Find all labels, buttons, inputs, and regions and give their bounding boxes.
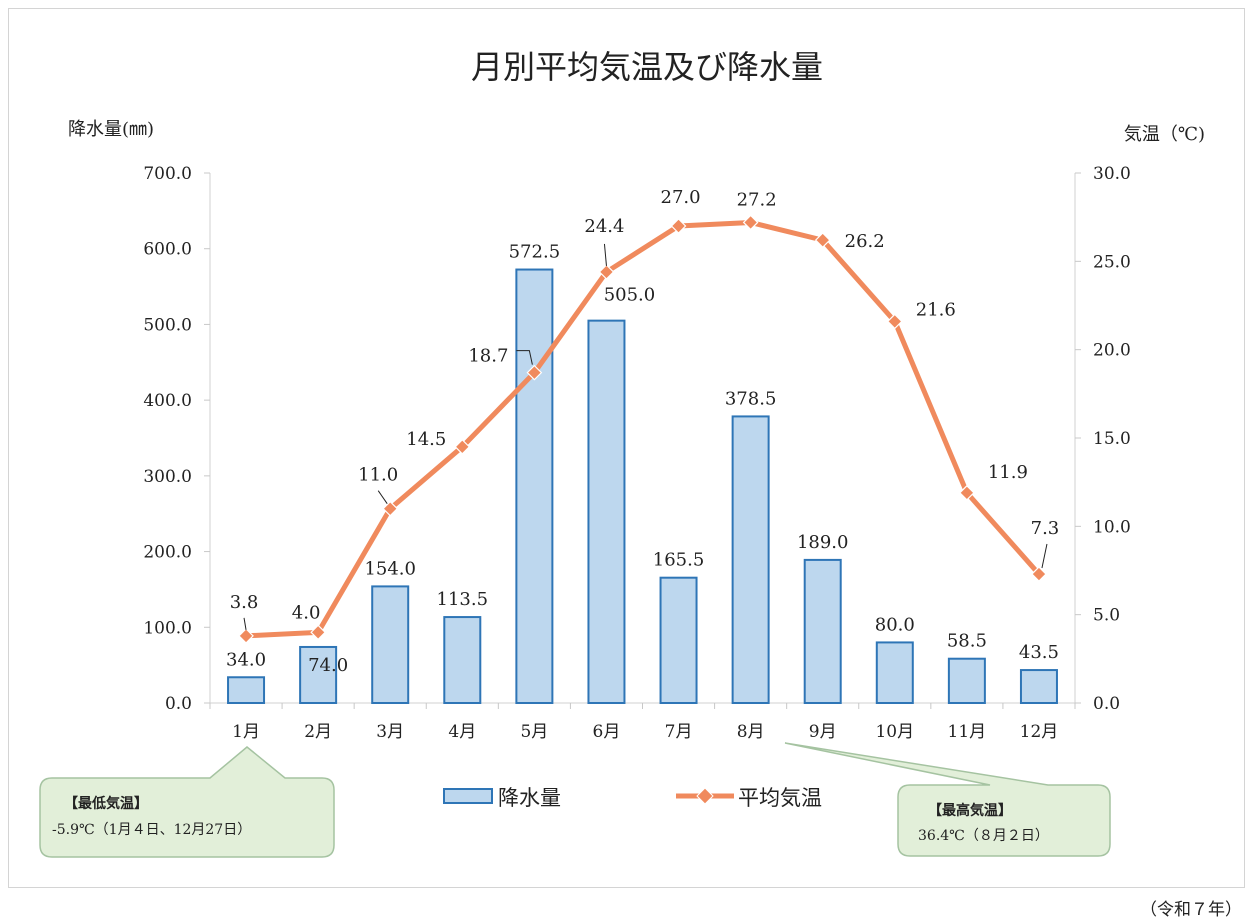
temperature-marker xyxy=(1031,566,1047,582)
legend-label-temp: 平均気温 xyxy=(738,786,822,810)
y-left-tick-label: 100.0 xyxy=(143,618,192,638)
y-right-label: 気温（℃) xyxy=(1124,124,1205,145)
y-left-tick-label: 700.0 xyxy=(143,164,192,184)
legend-swatch-temp-marker xyxy=(696,787,714,805)
temperature-data-label: 27.2 xyxy=(737,189,777,210)
x-tick-label: 5月 xyxy=(520,722,548,742)
bar xyxy=(659,576,698,705)
temperature-marker xyxy=(742,214,759,231)
bar-data-label: 74.0 xyxy=(308,655,348,676)
temperature-marker xyxy=(598,264,615,280)
legend-label-rain: 降水量 xyxy=(498,786,561,810)
temperature-data-label: 7.3 xyxy=(1031,518,1060,539)
y-right-tick-label: 15.0 xyxy=(1093,429,1131,449)
bar xyxy=(443,616,482,704)
temperature-marker xyxy=(526,364,543,381)
bar xyxy=(731,415,770,704)
bar xyxy=(515,268,554,704)
temperature-leader-line xyxy=(1041,543,1048,569)
temperature-data-label: 4.0 xyxy=(292,602,321,623)
bar-data-label: 378.5 xyxy=(725,388,777,409)
temperature-data-label: 18.7 xyxy=(468,346,508,367)
temperature-leader-line xyxy=(377,490,388,504)
temperature-data-label: 24.4 xyxy=(584,216,624,237)
callout-min-title: 【最低気温】 xyxy=(64,795,148,812)
temperature-marker xyxy=(670,218,687,234)
x-tick-label: 6月 xyxy=(593,722,621,742)
y-right-tick-label: 25.0 xyxy=(1093,252,1131,272)
temperature-marker xyxy=(382,500,399,517)
bar xyxy=(227,676,266,704)
x-tick-label: 2月 xyxy=(304,722,332,742)
temperature-marker xyxy=(886,313,903,330)
temperature-data-label: 27.0 xyxy=(661,187,701,208)
temperature-leader-line xyxy=(243,617,247,630)
temperature-data-label: 26.2 xyxy=(845,231,885,252)
y-left-tick-label: 0.0 xyxy=(165,694,192,714)
y-left-tick-label: 600.0 xyxy=(143,240,192,260)
bar xyxy=(803,558,842,705)
x-tick-label: 7月 xyxy=(665,722,693,742)
x-tick-label: 1月 xyxy=(232,722,260,742)
bar-data-label: 43.5 xyxy=(1019,642,1059,663)
temperature-marker xyxy=(454,438,471,455)
temperature-data-label: 11.9 xyxy=(988,462,1028,483)
temperature-marker xyxy=(959,484,975,501)
footer-note: （令和７年） xyxy=(1140,900,1242,920)
y-left-tick-label: 500.0 xyxy=(143,315,192,335)
bar-data-label: 80.0 xyxy=(875,614,915,635)
bar-data-label: 58.5 xyxy=(947,631,987,652)
chart-frame xyxy=(8,8,1245,888)
y-left-tick-label: 300.0 xyxy=(143,467,192,487)
temperature-data-label: 3.8 xyxy=(230,592,259,613)
callout-max-text: 36.4℃（８月２日） xyxy=(918,828,1049,844)
y-left-tick-label: 400.0 xyxy=(143,391,192,411)
bar-data-label: 34.0 xyxy=(226,649,266,670)
y-right-tick-label: 30.0 xyxy=(1093,164,1131,184)
temperature-leader-line xyxy=(603,243,607,266)
x-tick-label: 8月 xyxy=(737,722,765,742)
temperature-leader-line xyxy=(516,350,533,365)
x-tick-label: 4月 xyxy=(448,722,476,742)
y-right-tick-label: 0.0 xyxy=(1093,694,1120,714)
bar xyxy=(587,319,626,704)
x-tick-label: 3月 xyxy=(376,722,404,742)
bar xyxy=(947,657,986,705)
callout-min-text: -5.9℃（1月４日、12月27日） xyxy=(52,822,251,838)
y-left-tick-label: 200.0 xyxy=(143,543,192,563)
x-tick-label: 10月 xyxy=(875,722,914,742)
x-tick-label: 9月 xyxy=(809,722,837,742)
y-right-tick-label: 5.0 xyxy=(1093,606,1120,626)
bar-data-label: 154.0 xyxy=(364,558,416,579)
legend-swatch-rain xyxy=(443,788,493,804)
y-right-tick-label: 10.0 xyxy=(1093,517,1131,537)
bar xyxy=(1019,669,1058,704)
x-tick-label: 11月 xyxy=(948,722,987,742)
bar xyxy=(299,645,338,705)
x-tick-label: 12月 xyxy=(1020,722,1059,742)
bar-data-label: 505.0 xyxy=(604,285,656,306)
temperature-marker xyxy=(238,628,254,644)
callout-min-temp xyxy=(39,746,335,858)
bar-data-label: 572.5 xyxy=(509,242,561,263)
y-left-label: 降水量(㎜) xyxy=(68,119,154,140)
temperature-marker xyxy=(310,624,326,641)
callout-max-title: 【最高気温】 xyxy=(928,802,1012,819)
temperature-data-label: 14.5 xyxy=(406,429,446,450)
bar-data-label: 113.5 xyxy=(437,589,489,610)
bar xyxy=(875,641,914,705)
bar-data-label: 189.0 xyxy=(797,532,849,553)
chart-title: 月別平均気温及び降水量 xyxy=(471,48,823,86)
temperature-marker xyxy=(814,232,831,248)
temperature-data-label: 11.0 xyxy=(358,465,398,486)
temperature-line xyxy=(243,219,1042,639)
y-right-tick-label: 20.0 xyxy=(1093,341,1131,361)
temperature-data-label: 21.6 xyxy=(916,299,956,320)
bar-data-label: 165.5 xyxy=(653,550,705,571)
bar xyxy=(371,585,410,705)
callout-max-temp xyxy=(784,742,1111,857)
